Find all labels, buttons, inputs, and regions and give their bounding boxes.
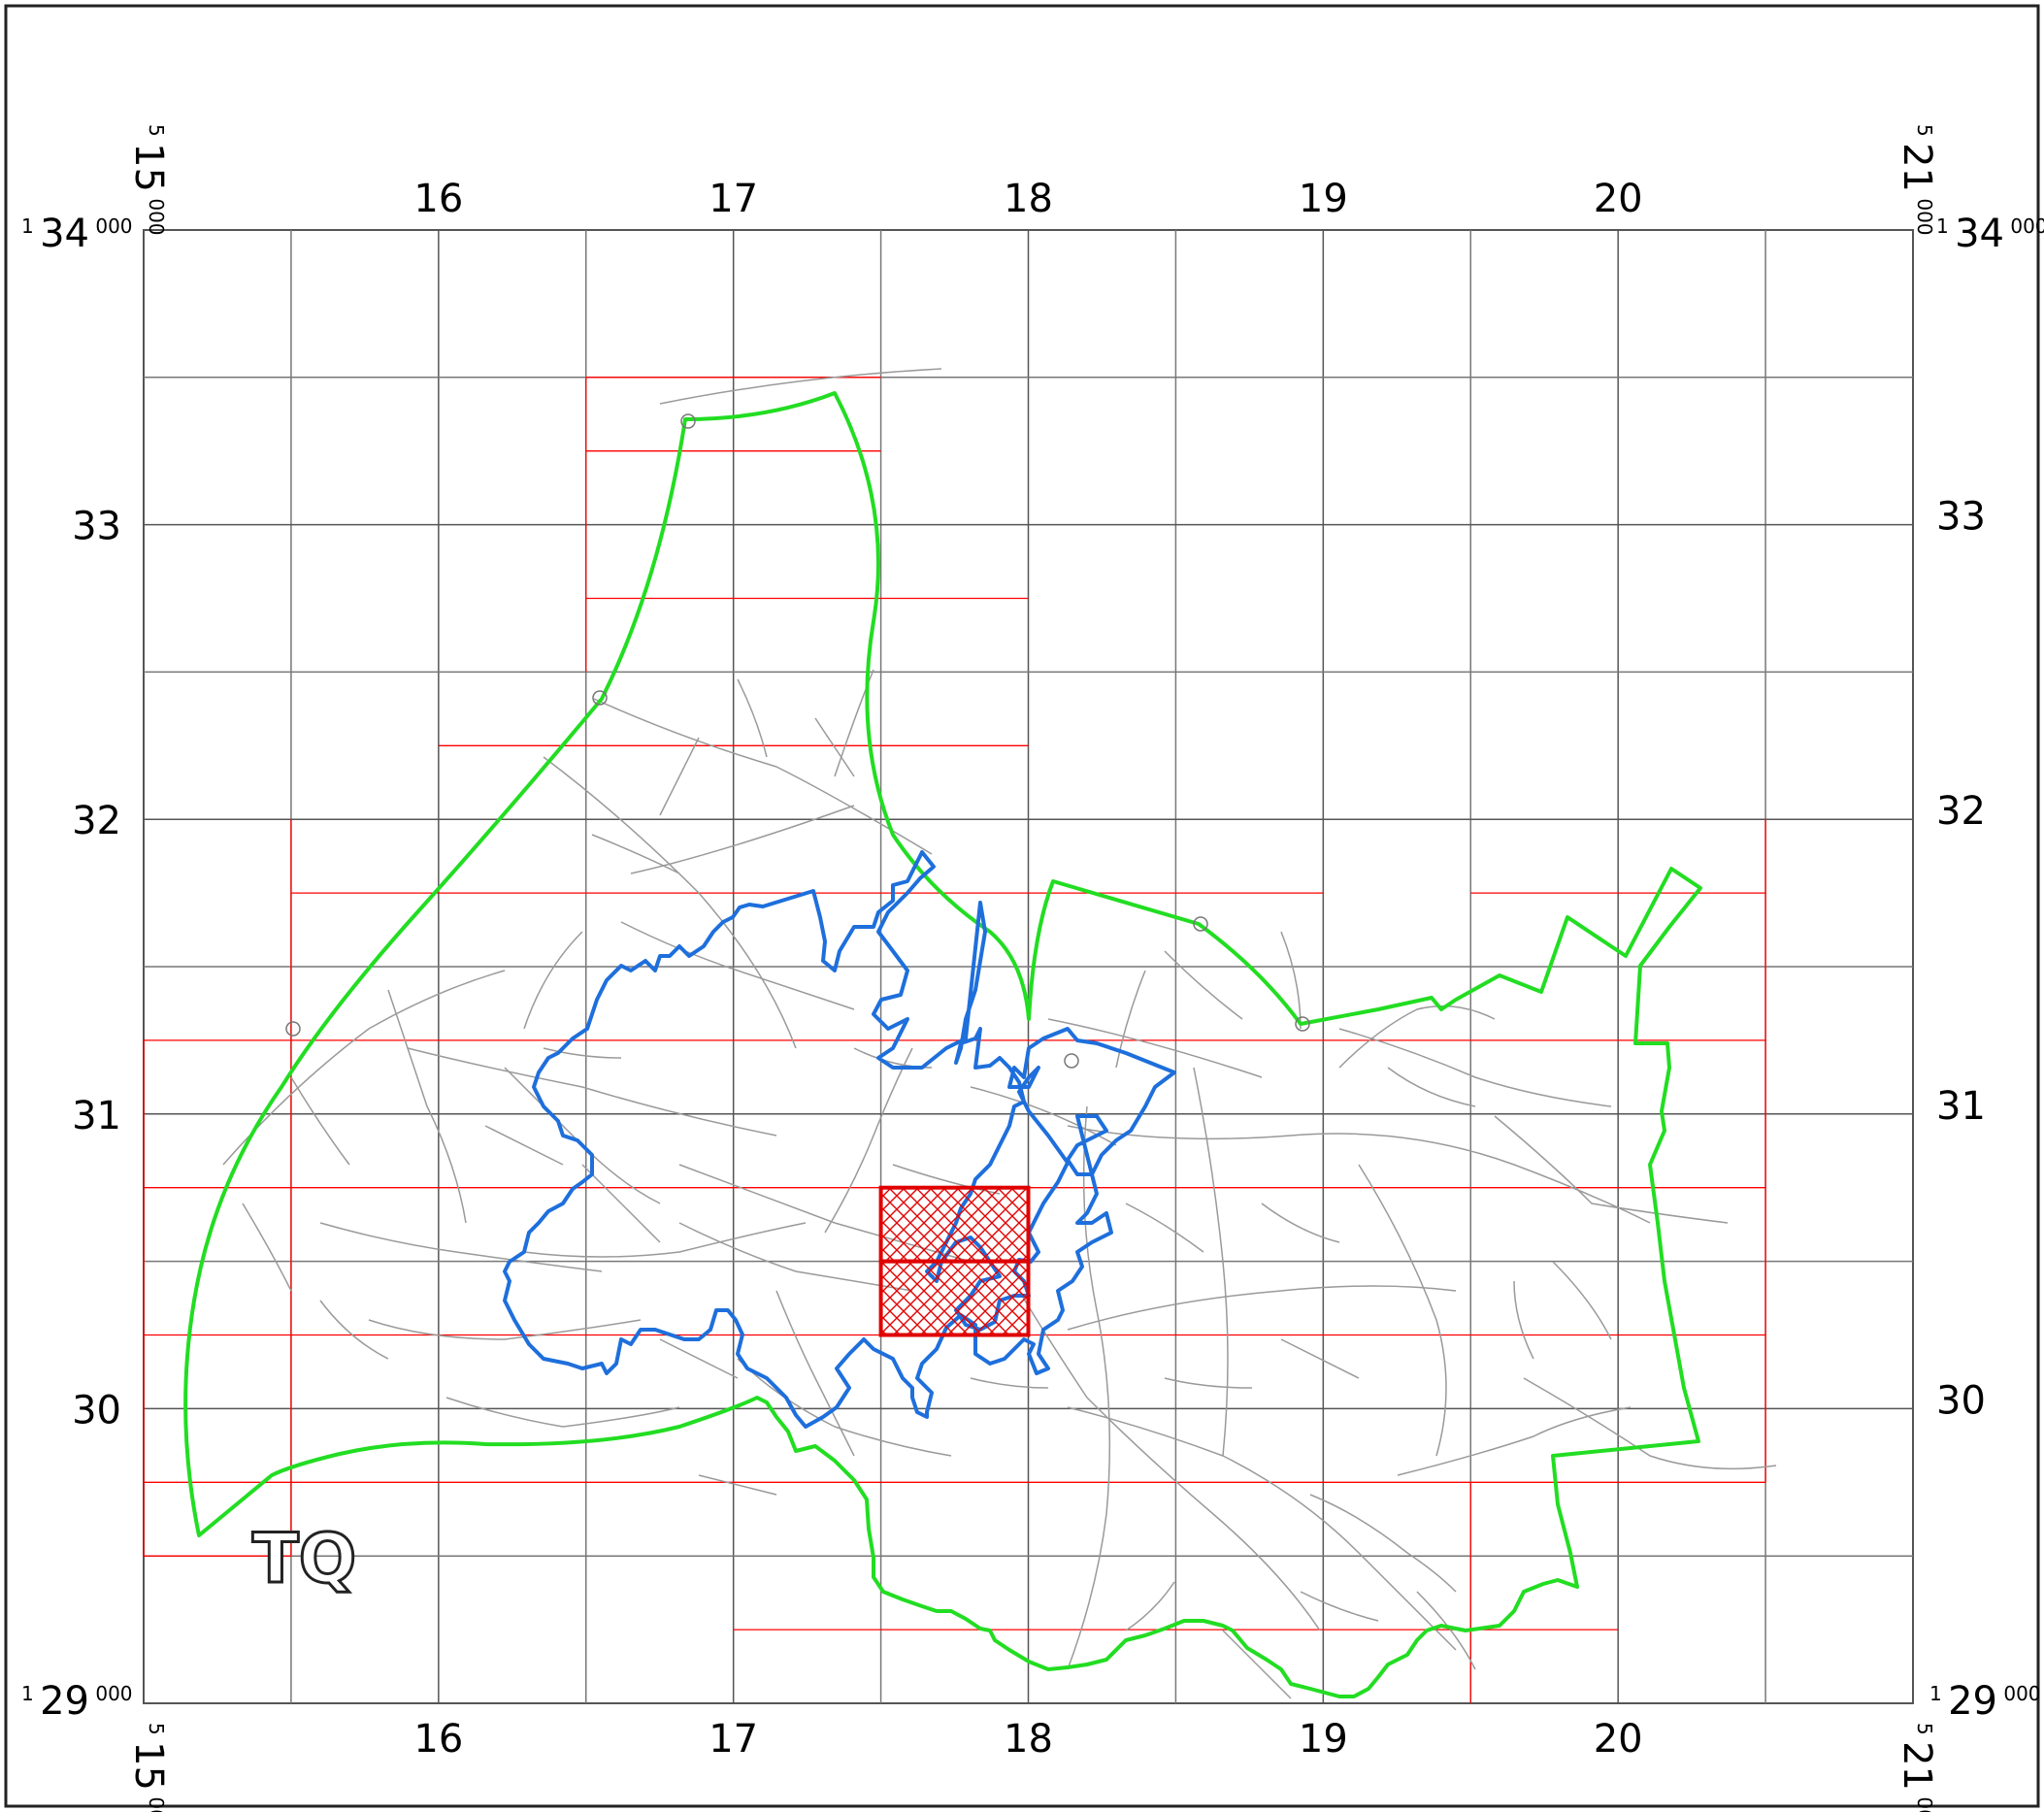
easting-label-top: 18	[1004, 177, 1053, 221]
page-frame	[4, 4, 2040, 1808]
easting-label-top: 19	[1299, 177, 1348, 221]
boundary-marker	[285, 1021, 301, 1037]
boundary-marker	[1064, 1053, 1079, 1069]
tile-grid	[143, 377, 1766, 1703]
easting-corner-bottom-right: 5 21 000	[1895, 1723, 1939, 1812]
easting-label-top: 20	[1594, 177, 1643, 221]
grid-letters: TQ	[252, 1519, 356, 1598]
easting-corner-top-right: 5 21 000	[1895, 124, 1939, 236]
easting-label-bottom: 18	[1004, 1717, 1053, 1762]
northing-label-right: 33	[1936, 495, 1986, 540]
easting-label-top: 17	[709, 177, 758, 221]
northing-label-left: 31	[72, 1094, 121, 1138]
selected-tile	[878, 1185, 1031, 1264]
northing-label-left: 33	[72, 505, 121, 549]
northing-label-right: 30	[1936, 1378, 1986, 1423]
axis-labels: 16 16 17 17 18 18 19 19 20 20 33 33 32 32 31 31 30 30 1 34…	[21, 124, 2044, 1812]
northing-corner-bottom-left: 1 29 000	[21, 1679, 133, 1724]
boundary-marker	[1193, 916, 1208, 932]
easting-label-bottom: 16	[413, 1717, 463, 1762]
easting-label-bottom: 19	[1299, 1717, 1348, 1762]
easting-label-top: 16	[413, 177, 463, 221]
northing-corner-top-right: 1 34 000	[1936, 212, 2044, 256]
northing-corner-bottom-right: 1 29 000	[1929, 1679, 2041, 1724]
inner-boundary	[503, 850, 1176, 1429]
roads-network	[222, 368, 1777, 1699]
easting-label-bottom: 17	[709, 1717, 758, 1762]
northing-corner-top-left: 1 34 000	[21, 212, 133, 256]
northing-label-left: 32	[72, 799, 121, 843]
boundary-marker	[592, 690, 608, 706]
easting-corner-top-left: 5 15 000	[126, 124, 171, 236]
northing-label-left: 30	[72, 1388, 121, 1433]
outer-boundary	[183, 391, 1702, 1698]
boundary-marker	[680, 413, 696, 429]
boundary-marker	[1295, 1016, 1310, 1032]
selected-tile	[878, 1259, 1031, 1337]
selected-tiles	[878, 1185, 1031, 1337]
easting-corner-bottom-left: 5 15 000	[126, 1723, 171, 1812]
easting-label-bottom: 20	[1594, 1717, 1643, 1762]
northing-label-right: 31	[1936, 1084, 1986, 1129]
northing-label-right: 32	[1936, 789, 1986, 834]
